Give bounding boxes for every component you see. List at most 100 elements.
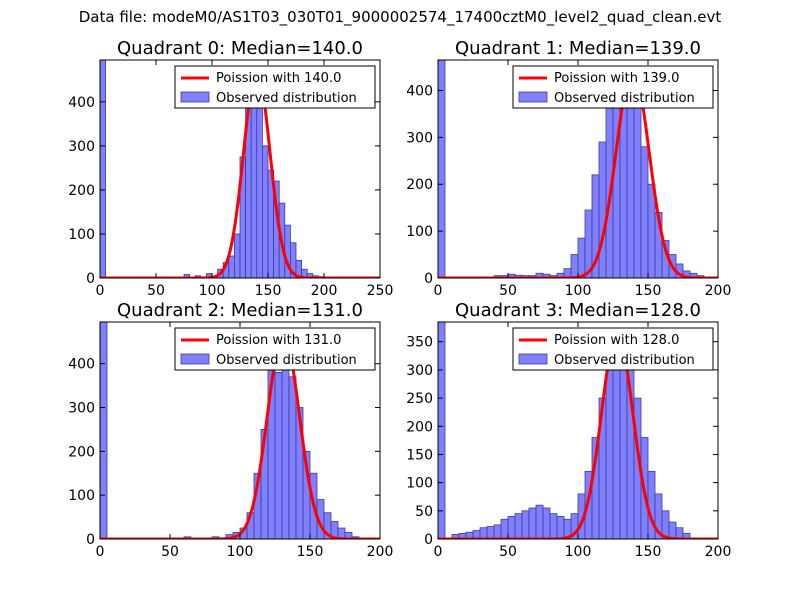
legend-bar-swatch bbox=[180, 353, 210, 365]
y-tick-label: 250 bbox=[406, 391, 433, 407]
histogram-bars bbox=[438, 322, 691, 539]
x-tick-label: 50 bbox=[147, 283, 165, 299]
histogram-bar bbox=[682, 532, 691, 539]
histogram-bar bbox=[633, 106, 642, 278]
legend-bar-swatch bbox=[518, 91, 548, 103]
x-tick-label: 0 bbox=[434, 283, 443, 299]
y-tick-label: 350 bbox=[406, 335, 433, 351]
x-tick-label: 100 bbox=[199, 283, 226, 299]
chart-title: Quadrant 2: Median=131.0 bbox=[117, 300, 363, 321]
x-tick-label: 200 bbox=[367, 544, 394, 560]
histogram-bar bbox=[288, 376, 297, 539]
histogram-bar bbox=[521, 510, 530, 539]
y-tick-label: 400 bbox=[68, 95, 95, 111]
histogram-bar bbox=[640, 146, 649, 278]
y-tick-label: 400 bbox=[406, 83, 433, 99]
y-tick-label: 300 bbox=[406, 363, 433, 379]
histogram-bar bbox=[612, 90, 621, 278]
legend: Poission with 139.0 Observed distribution bbox=[512, 65, 714, 109]
legend-bar-label: Observed distribution bbox=[554, 353, 695, 368]
histogram-bar bbox=[675, 527, 684, 539]
y-tick-label: 300 bbox=[68, 139, 95, 155]
x-tick-label: 150 bbox=[297, 544, 324, 560]
quadrant-0-panel: 0 50 100 150 200 250 0 100 200 300 400 Quadrant 0: … bbox=[68, 38, 393, 299]
legend-curve-label: Poission with 131.0 bbox=[216, 333, 341, 348]
y-tick-label: 0 bbox=[86, 532, 95, 548]
histogram-bar bbox=[344, 532, 353, 539]
y-tick-label: 100 bbox=[68, 488, 95, 504]
poisson-curve bbox=[100, 69, 380, 278]
histogram-bar bbox=[250, 79, 258, 278]
histogram-bar bbox=[626, 80, 635, 278]
x-tick-label: 100 bbox=[565, 283, 592, 299]
poisson-curve bbox=[100, 333, 380, 539]
histogram-bar bbox=[261, 145, 269, 278]
x-tick-label: 50 bbox=[499, 283, 517, 299]
legend-curve-label: Poission with 128.0 bbox=[554, 333, 679, 348]
y-tick-label: 0 bbox=[86, 271, 95, 287]
histogram-bar bbox=[274, 372, 283, 539]
y-tick-label: 200 bbox=[68, 444, 95, 460]
x-tick-label: 0 bbox=[96, 544, 105, 560]
histogram-bar bbox=[570, 254, 579, 278]
y-tick-label: 100 bbox=[68, 227, 95, 243]
histogram-bar bbox=[535, 504, 544, 539]
y-tick-label: 200 bbox=[68, 183, 95, 199]
legend-bar-label: Observed distribution bbox=[216, 353, 357, 368]
histogram-bar bbox=[100, 60, 106, 278]
legend-bar-swatch bbox=[518, 353, 548, 365]
y-tick-label: 200 bbox=[406, 419, 433, 435]
histogram-bar bbox=[100, 322, 108, 539]
histogram-bar bbox=[438, 322, 446, 539]
y-tick-label: 200 bbox=[406, 177, 433, 193]
x-tick-label: 50 bbox=[161, 544, 179, 560]
histogram-bar bbox=[514, 513, 523, 539]
chart-title: Quadrant 0: Median=140.0 bbox=[117, 38, 363, 59]
histogram-bar bbox=[183, 274, 190, 278]
histogram-bar bbox=[556, 516, 565, 539]
histogram-bar bbox=[256, 94, 263, 278]
x-tick-label: 100 bbox=[565, 544, 592, 560]
quadrant-1-panel: 0 50 100 150 200 0 100 200 300 400 Quadrant 1: Med… bbox=[406, 38, 731, 299]
x-tick-label: 200 bbox=[705, 283, 732, 299]
x-tick-label: 100 bbox=[227, 544, 254, 560]
x-tick-label: 150 bbox=[255, 283, 282, 299]
histogram-bar bbox=[577, 237, 586, 278]
y-tick-label: 300 bbox=[68, 400, 95, 416]
histogram-bar bbox=[281, 354, 290, 539]
histogram-bar bbox=[486, 526, 495, 539]
axes-frame bbox=[99, 59, 381, 279]
histogram-bar bbox=[605, 358, 614, 539]
x-tick-label: 200 bbox=[705, 544, 732, 560]
legend-bar-label: Observed distribution bbox=[554, 91, 695, 106]
x-tick-label: 0 bbox=[96, 283, 105, 299]
y-tick-label: 0 bbox=[424, 532, 433, 548]
y-tick-label: 300 bbox=[406, 130, 433, 146]
x-tick-label: 200 bbox=[311, 283, 338, 299]
histogram-bar bbox=[228, 255, 235, 278]
legend: Poission with 131.0 Observed distribution bbox=[174, 327, 376, 371]
histogram-bar bbox=[493, 524, 502, 539]
histogram-bar bbox=[647, 470, 656, 539]
y-tick-label: 50 bbox=[415, 504, 433, 520]
histogram-bar bbox=[647, 183, 656, 278]
legend-bar-swatch bbox=[180, 91, 210, 103]
x-tick-label: 50 bbox=[499, 544, 517, 560]
histogram-bar bbox=[528, 507, 537, 539]
x-tick-label: 150 bbox=[635, 544, 662, 560]
y-tick-label: 100 bbox=[406, 224, 433, 240]
legend: Poission with 128.0 Observed distribution bbox=[512, 327, 714, 371]
y-tick-label: 0 bbox=[424, 271, 433, 287]
y-tick-label: 100 bbox=[406, 476, 433, 492]
legend-bar-label: Observed distribution bbox=[216, 91, 357, 106]
y-tick-label: 150 bbox=[406, 447, 433, 463]
histogram-bar bbox=[438, 60, 446, 278]
y-tick-label: 400 bbox=[68, 357, 95, 373]
histogram-bar bbox=[233, 233, 241, 278]
chart-title: Quadrant 1: Median=139.0 bbox=[455, 38, 701, 59]
histogram-bar bbox=[598, 141, 607, 278]
x-tick-label: 0 bbox=[434, 544, 443, 560]
histogram-bar bbox=[668, 521, 677, 539]
figure-title: Data file: modeM0/AS1T03_030T01_90000025… bbox=[78, 8, 722, 26]
